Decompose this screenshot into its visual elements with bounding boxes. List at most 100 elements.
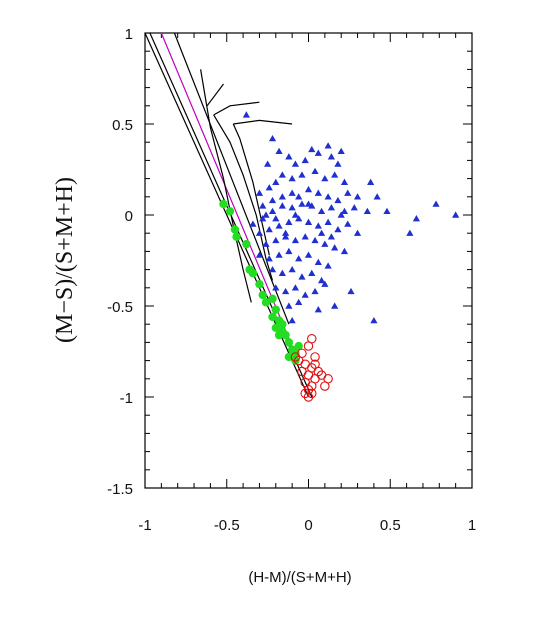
green-point xyxy=(225,207,235,216)
triangle-point xyxy=(265,184,273,191)
triangle-point xyxy=(311,287,319,295)
triangle-point xyxy=(255,189,264,196)
model-line xyxy=(173,32,290,325)
model-line xyxy=(213,114,274,281)
triangle-point xyxy=(347,287,355,295)
triangle-point xyxy=(268,266,277,273)
triangle-point xyxy=(268,196,277,204)
tick-labels: -1 -0.5 0 0.5 1 -1.5 -1 -0.5 0 0.5 1 xyxy=(107,26,476,534)
green-point xyxy=(230,225,240,234)
open-circle-point xyxy=(290,352,301,362)
triangle-point xyxy=(278,171,286,178)
green-point xyxy=(271,323,280,333)
model-line xyxy=(233,119,293,125)
data-points xyxy=(219,111,460,402)
triangle-point xyxy=(288,189,296,196)
triangle-point xyxy=(242,111,250,118)
triangle-point xyxy=(291,284,300,291)
triangle-point xyxy=(295,255,303,262)
triangle-point xyxy=(321,175,329,182)
triangle-point xyxy=(308,145,316,153)
triangle-point xyxy=(262,240,270,247)
triangle-point xyxy=(363,207,371,215)
open-circle-point xyxy=(316,370,327,380)
triangle-point xyxy=(331,244,339,251)
green-point xyxy=(291,356,300,365)
triangle-point xyxy=(291,236,300,244)
triangle-point xyxy=(295,193,303,200)
triangle-point xyxy=(337,211,345,218)
green-point xyxy=(271,305,280,314)
green-point xyxy=(284,338,294,347)
triangle-point xyxy=(288,204,296,211)
triangle-point xyxy=(314,306,322,313)
y-tick-label: -1.5 xyxy=(107,481,133,498)
triangle-point xyxy=(321,240,329,247)
green-point xyxy=(291,349,300,358)
triangle-point xyxy=(406,229,414,236)
x-tick-label: 1 xyxy=(468,517,476,534)
x-tick-label: 0.5 xyxy=(380,517,401,534)
green-point xyxy=(278,320,287,329)
triangle-point xyxy=(324,218,332,225)
model-line xyxy=(200,69,252,303)
triangle-point xyxy=(314,258,322,266)
model-line xyxy=(232,123,270,256)
green-point xyxy=(268,294,277,303)
green-point xyxy=(219,199,228,209)
triangle-point xyxy=(314,189,322,196)
triangle-point xyxy=(275,147,283,154)
triangle-point xyxy=(275,251,283,258)
triangle-point xyxy=(272,236,280,244)
triangle-point xyxy=(370,316,378,324)
y-axis-label: (M−S)/(S+M+H) xyxy=(52,177,78,343)
x-tick-label: -1 xyxy=(138,517,151,534)
triangle-point xyxy=(334,196,342,204)
triangle-point xyxy=(337,147,345,154)
triangle-point xyxy=(308,269,316,276)
triangle-point xyxy=(324,193,332,200)
open-circle-point xyxy=(310,352,320,362)
open-circle-point xyxy=(320,381,330,391)
triangle-point xyxy=(304,251,313,258)
triangle-point xyxy=(288,316,296,324)
triangle-point xyxy=(334,160,342,167)
green-point xyxy=(294,341,303,351)
triangle-point xyxy=(324,142,332,149)
triangle-point xyxy=(259,215,267,222)
triangle-point xyxy=(268,134,277,142)
triangle-point xyxy=(285,247,293,255)
model-line xyxy=(206,83,224,107)
triangle-point xyxy=(383,207,391,215)
triangle-point xyxy=(314,149,322,156)
green-point xyxy=(255,279,264,289)
triangle-point xyxy=(327,153,335,160)
triangle-point xyxy=(272,284,280,291)
triangle-point xyxy=(301,291,309,298)
triangle-point xyxy=(367,178,375,185)
triangle-point xyxy=(327,204,335,211)
triangle-point xyxy=(304,218,313,225)
triangle-point xyxy=(265,225,273,233)
triangle-point xyxy=(311,236,319,244)
triangle-point xyxy=(327,233,335,240)
triangle-point xyxy=(278,269,286,276)
triangle-point xyxy=(291,211,300,218)
triangle-point xyxy=(282,287,290,295)
triangle-point xyxy=(432,200,440,207)
triangle-point xyxy=(353,229,362,236)
triangle-point xyxy=(282,229,290,236)
triangle-point xyxy=(249,220,257,227)
triangle-point xyxy=(288,175,296,182)
triangle-point xyxy=(272,178,280,185)
triangle-point xyxy=(304,185,313,193)
triangle-point xyxy=(268,207,277,215)
triangle-point xyxy=(285,153,293,160)
triangle-point xyxy=(350,204,358,211)
triangle-point xyxy=(298,171,306,178)
model-line xyxy=(144,32,310,398)
green-point xyxy=(242,239,251,249)
triangle-point xyxy=(317,207,326,215)
model-line xyxy=(160,32,293,347)
